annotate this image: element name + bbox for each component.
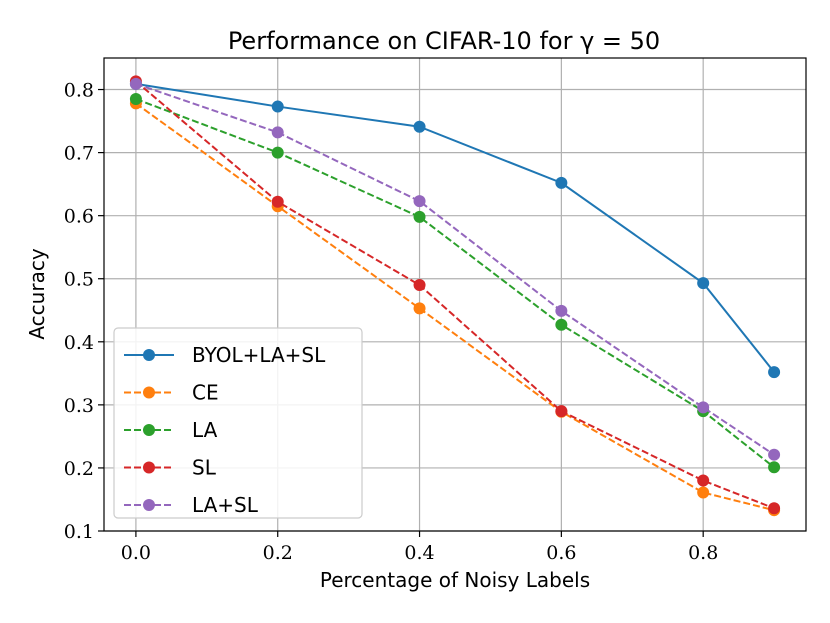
series-layer [129,75,781,517]
x-tick-label: 0.2 [263,542,293,564]
data-point-la-sl [697,401,710,414]
legend-marker-ce [143,386,155,399]
series-line-la [135,98,775,469]
data-point-la [413,210,426,223]
legend: BYOL+LA+SL CE LA SL LA+SL [113,327,363,519]
series-line-la-sl [135,82,775,456]
legend-label-la: LA [192,418,218,442]
x-axis-label: Percentage of Noisy Labels [320,568,590,592]
data-point-byol-la-sl [768,366,781,379]
data-point-sl [555,405,568,418]
data-point-la [555,318,568,331]
data-point-la-sl [768,448,781,461]
y-tick-label: 0.4 [64,332,94,354]
y-tick-label: 0.3 [64,395,94,417]
y-tick-label: 0.6 [64,206,94,228]
plot-area-frame [103,57,807,532]
data-point-sl [271,195,284,208]
data-point-la-sl [555,304,568,317]
data-point-byol-la-sl [697,277,710,290]
data-point-sl [768,502,781,515]
data-point-byol-la-sl [413,120,426,133]
data-point-ce [697,486,710,499]
x-tick-label: 0.4 [404,542,434,564]
y-tick-label: 0.1 [64,521,94,543]
legend-box [113,327,363,519]
legend-label-sl: SL [192,456,217,480]
legend-label-la-sl: LA+SL [192,493,259,517]
x-tick-label: 0.6 [546,542,576,564]
series-line-sl [135,80,775,510]
data-point-la-sl [413,195,426,208]
data-point-byol-la-sl [271,100,284,113]
legend-marker-la-sl [143,499,155,511]
x-tick-label: 0.8 [688,542,718,564]
legend-marker-la [143,424,155,436]
data-point-sl [697,474,710,487]
data-point-sl [413,279,426,292]
series-line-byol-la-sl [135,82,775,373]
y-axis-label: Accuracy [25,248,49,339]
ticks: 0.0 0.2 0.4 0.6 0.8 0.1 0.2 0.3 0.4 0.5 0.6 0.7 0.8 [64,80,719,564]
legend-label-byol-la-sl: BYOL+LA+SL [192,343,326,367]
y-tick-label: 0.5 [64,269,94,291]
y-tick-label: 0.2 [64,458,94,480]
y-tick-label: 0.8 [64,80,94,102]
data-point-la-sl [271,126,284,139]
y-tick-label: 0.7 [64,143,94,165]
legend-marker-byol-la-sl [143,349,155,361]
data-point-byol-la-sl [555,176,568,189]
chart-title: Performance on CIFAR-10 for γ = 50 [228,27,660,55]
series-line-ce [135,102,775,512]
data-point-la [271,146,284,159]
data-point-ce [413,302,426,315]
data-point-la-sl [129,77,142,90]
legend-marker-sl [143,461,155,474]
x-tick-label: 0.0 [121,542,151,564]
legend-label-ce: CE [192,381,219,405]
data-point-la [768,461,781,474]
data-point-la [129,92,142,105]
